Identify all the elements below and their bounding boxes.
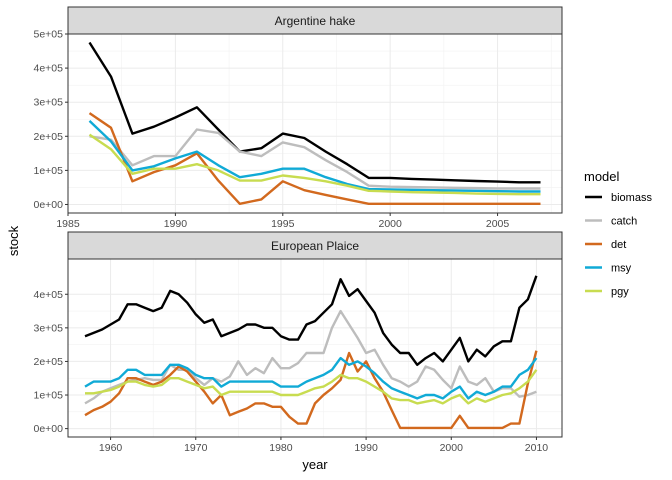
x-axis-title: year: [302, 457, 328, 472]
panel-1: European Plaice 1960 1970 1980 1990 2000 2010 0…: [34, 231, 563, 454]
panel-strip: [67, 6, 563, 35]
y-tick-label: 4e+05: [34, 289, 64, 301]
y-tick-label: 0e+00: [34, 199, 64, 211]
series-line-det: [84, 350, 538, 430]
x-tick-label: 2000: [378, 218, 402, 230]
legend-item-msy: msy: [585, 263, 632, 275]
x-tick-label: 1980: [269, 442, 293, 454]
panel-border: [67, 33, 563, 214]
x-tick-label: 2000: [440, 442, 464, 454]
y-tick-label: 4e+05: [34, 63, 64, 75]
series-line-catch: [89, 128, 541, 190]
legend: model biomass catch det msy pgy: [584, 169, 652, 298]
legend-label: msy: [611, 263, 632, 275]
panel-title: European Plaice: [271, 239, 359, 253]
y-tick-label: 0e+00: [34, 423, 64, 435]
y-tick-label: 2e+05: [34, 356, 64, 368]
panel-0: Argentine hake 1985 1990 1995 2000 2005 0e+00 1…: [34, 6, 563, 230]
series-line-biomass: [88, 41, 541, 184]
series-group: [84, 275, 538, 430]
plot-background: [68, 34, 562, 213]
series-line-catch: [84, 309, 537, 405]
x-tick-label: 2010: [525, 442, 549, 454]
y-tick-label: 3e+05: [34, 322, 64, 334]
y-tick-label: 2e+05: [34, 131, 64, 143]
series-line-biomass: [84, 275, 538, 366]
series-line-msy: [88, 120, 541, 193]
legend-item-biomass: biomass: [585, 192, 652, 204]
series-group: [88, 41, 541, 206]
series-line-pgy: [85, 369, 538, 405]
series-line-msy: [84, 356, 538, 400]
x-tick-label: 1970: [184, 442, 208, 454]
panel-border: [67, 258, 563, 438]
legend-label: det: [611, 239, 626, 251]
y-tick-label: 5e+05: [34, 29, 64, 41]
y-tick-label: 1e+05: [34, 165, 64, 177]
x-tick-label: 1990: [354, 442, 378, 454]
x-tick-label: 1985: [56, 218, 80, 230]
y-axis-title: stock: [6, 225, 21, 256]
legend-label: pgy: [611, 286, 629, 298]
legend-item-catch: catch: [585, 216, 637, 228]
series-line-pgy: [88, 133, 541, 196]
y-tick-label: 3e+05: [34, 97, 64, 109]
legend-label: catch: [611, 216, 637, 228]
legend-item-det: det: [585, 239, 626, 251]
legend-label: biomass: [611, 192, 652, 204]
x-tick-label: 1995: [271, 218, 295, 230]
legend-title: model: [584, 169, 620, 184]
y-tick-label: 1e+05: [34, 390, 64, 402]
panel-title: Argentine hake: [275, 14, 356, 28]
x-tick-label: 1960: [99, 442, 123, 454]
x-tick-label: 2005: [486, 218, 510, 230]
x-tick-label: 1990: [164, 218, 188, 230]
plot-background: [68, 259, 562, 437]
legend-item-pgy: pgy: [585, 286, 629, 298]
